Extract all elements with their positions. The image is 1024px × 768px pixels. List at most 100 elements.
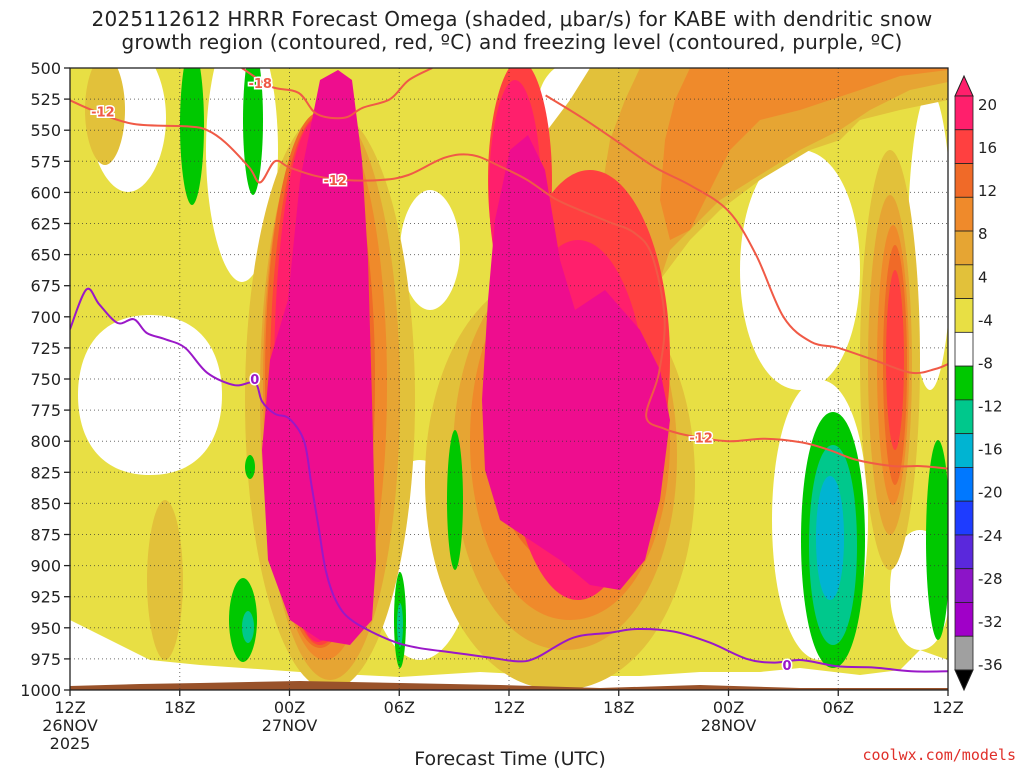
chart-title-line1: 2025112612 HRRR Forecast Omega (shaded, …: [91, 7, 933, 31]
colorbar-swatch: [954, 568, 974, 603]
x-tick-label: 06Z: [384, 698, 415, 717]
contour-label: -12: [91, 106, 115, 121]
y-tick-label: 625: [30, 215, 61, 234]
contour-label: 0: [250, 373, 259, 388]
colorbar-swatch: [954, 500, 974, 536]
y-tick-label: 600: [30, 183, 61, 202]
colorbar-swatch: [954, 331, 974, 367]
colorbar-label: -12: [978, 398, 1003, 416]
y-tick-label: 500: [30, 59, 61, 78]
colorbar-label: -16: [978, 441, 1003, 459]
colorbar-swatch: [954, 365, 974, 401]
y-tick-label: 950: [30, 619, 61, 638]
colorbar-swatch: [954, 95, 974, 131]
x-tick-label: 12Z: [493, 698, 524, 717]
y-tick-label: 700: [30, 308, 61, 327]
colorbar-swatch: [954, 534, 974, 570]
omega-fill-28p-mid: [482, 135, 670, 590]
colorbar-swatch: [954, 196, 974, 232]
colorbar-swatch: [954, 467, 974, 502]
x-tick-label: 12Z: [54, 698, 85, 717]
x-tick-label: 18Z: [603, 698, 634, 717]
pressure-axis: 500 525 550 575 600 625 650 675 700 725 750 775 800 8…: [20, 59, 70, 700]
colorbar-label: 16: [978, 139, 997, 157]
omega-fill-8-a: [85, 68, 125, 165]
colorbar-swatch: [954, 298, 974, 333]
colorbar-label: -8: [978, 355, 993, 373]
omega-fill-24-d: [886, 270, 904, 450]
colorbar-label: 4: [978, 268, 988, 286]
y-tick-label: 825: [30, 463, 61, 482]
omega-fill-8-b: [147, 500, 183, 660]
contour--12-c-dendritic-growth-lower: [70, 99, 948, 470]
omega-fill-neg-8-b: [242, 611, 254, 643]
x-tick-label: 06Z: [823, 698, 854, 717]
colorbar-top-arrow: [954, 74, 974, 97]
colorbar-swatch: [954, 129, 974, 164]
colorbar-label: -4: [978, 311, 993, 329]
y-tick-label: 575: [30, 152, 61, 171]
colorbar-swatch: [954, 602, 974, 637]
y-tick-label: 725: [30, 339, 61, 358]
x-tick-label: 12Z: [932, 698, 963, 717]
colorbar-swatch: [954, 433, 974, 468]
y-tick-label: 850: [30, 494, 61, 513]
omega-fill-clear-6: [740, 150, 860, 390]
omega-fill-clear-5: [400, 190, 460, 310]
y-tick-label: 975: [30, 650, 61, 669]
chart-title-line2: growth region (contoured, red, ºC) and f…: [121, 30, 903, 54]
y-tick-label: 550: [30, 121, 61, 140]
contour--18-c: [241, 68, 433, 120]
colorbar-label: 8: [978, 225, 988, 243]
y-tick-label: 525: [30, 90, 61, 109]
y-tick-label: 750: [30, 370, 61, 389]
colorbar-bottom-arrow: [954, 669, 974, 692]
chart-title: 2025112612 HRRR Forecast Omega (shaded, …: [0, 8, 1024, 54]
contour--12-c-dendritic-growth-upper: [545, 94, 948, 375]
y-tick-label: 650: [30, 246, 61, 265]
y-tick-label: 1000: [20, 681, 61, 700]
colorbar-label: -32: [978, 613, 1003, 631]
x-tick-label: 00Z: [713, 698, 744, 717]
omega-fill-neg-4-g: [926, 440, 948, 640]
y-tick-label: 675: [30, 277, 61, 296]
x-tick-label: 00Z: [274, 698, 305, 717]
omega-shading: [70, 68, 948, 690]
contour-label: -12: [323, 174, 347, 189]
colorbar-label: -20: [978, 484, 1003, 502]
x-tick-label: 18Z: [164, 698, 195, 717]
colorbar-swatch: [954, 163, 974, 198]
colorbar-label: 20: [978, 96, 997, 114]
colorbar-label: -36: [978, 656, 1003, 674]
omega-fill-28p-left: [262, 70, 376, 645]
y-tick-label: 775: [30, 401, 61, 420]
colorbar-swatch: [954, 399, 974, 435]
y-tick-label: 800: [30, 432, 61, 451]
omega-fill-clear-2: [78, 315, 222, 475]
colorbar-swatch: [954, 230, 974, 266]
omega-fill-16-top: [660, 68, 948, 240]
omega-fill-neg-8-c: [397, 603, 403, 647]
omega-fill-neg-4-a: [180, 68, 204, 205]
omega-fill-neg-4-b: [243, 68, 263, 195]
y-tick-label: 875: [30, 526, 61, 545]
y-tick-label: 900: [30, 557, 61, 576]
omega-fill-neg-4-h: [245, 455, 255, 479]
x-axis-title: Forecast Time (UTC): [414, 748, 605, 768]
x-tick-label: 27NOV: [262, 716, 318, 735]
colorbar-swatch: [954, 635, 974, 671]
contour-label: 0: [783, 659, 792, 674]
y-tick-label: 925: [30, 588, 61, 607]
colorbar-swatch: [954, 264, 974, 299]
omega-fill-ground: [70, 681, 948, 690]
contour-label: -12: [689, 431, 713, 446]
colorbar-label: -24: [978, 527, 1003, 545]
credit-text: coolwx.com/models: [862, 746, 1016, 764]
contour-freezing-level-0-c: [70, 287, 948, 673]
colorbar: 20 16 12 8 4 -4 -8 -12 -16 -20 -24 -28 -32 -36: [954, 74, 1003, 692]
colorbar-label: 12: [978, 182, 997, 200]
contour-label: -18: [248, 77, 272, 92]
omega-fill-neg-12-a: [816, 476, 844, 600]
